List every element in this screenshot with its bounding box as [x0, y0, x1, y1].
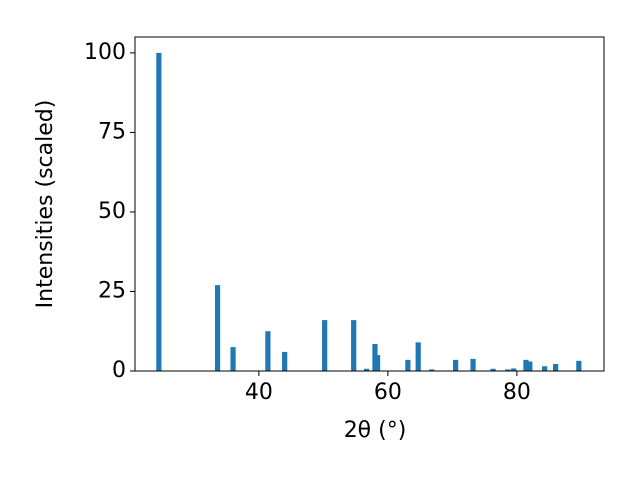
x-tick-label: 40	[245, 380, 273, 405]
bar	[527, 361, 533, 371]
y-tick-label: 0	[112, 358, 126, 383]
bar	[542, 366, 548, 371]
y-tick-label: 100	[84, 40, 126, 65]
y-axis-label: Intensities (scaled)	[33, 100, 58, 309]
bar	[415, 342, 421, 371]
bar	[156, 52, 162, 372]
bar	[470, 358, 476, 371]
bar	[453, 359, 459, 371]
bar	[523, 359, 529, 371]
bar	[230, 347, 236, 371]
y-tick-label: 75	[98, 119, 126, 144]
bar	[282, 351, 288, 371]
bar	[490, 368, 496, 371]
plot-frame	[134, 36, 605, 372]
x-tick-label: 80	[503, 380, 531, 405]
y-tick-label: 25	[98, 278, 126, 303]
bar	[351, 320, 357, 371]
bar	[429, 369, 435, 371]
x-axis-label: 2θ (°)	[344, 418, 407, 443]
bar	[553, 364, 559, 371]
bar	[363, 368, 370, 371]
y-tick-label: 50	[98, 199, 126, 224]
bar	[511, 368, 517, 371]
bar	[505, 369, 511, 371]
bar	[214, 285, 221, 371]
bar	[322, 320, 328, 371]
bar	[265, 331, 271, 371]
bar	[576, 360, 582, 371]
bar	[405, 359, 411, 371]
bar	[374, 355, 381, 371]
x-tick-label: 60	[374, 380, 402, 405]
